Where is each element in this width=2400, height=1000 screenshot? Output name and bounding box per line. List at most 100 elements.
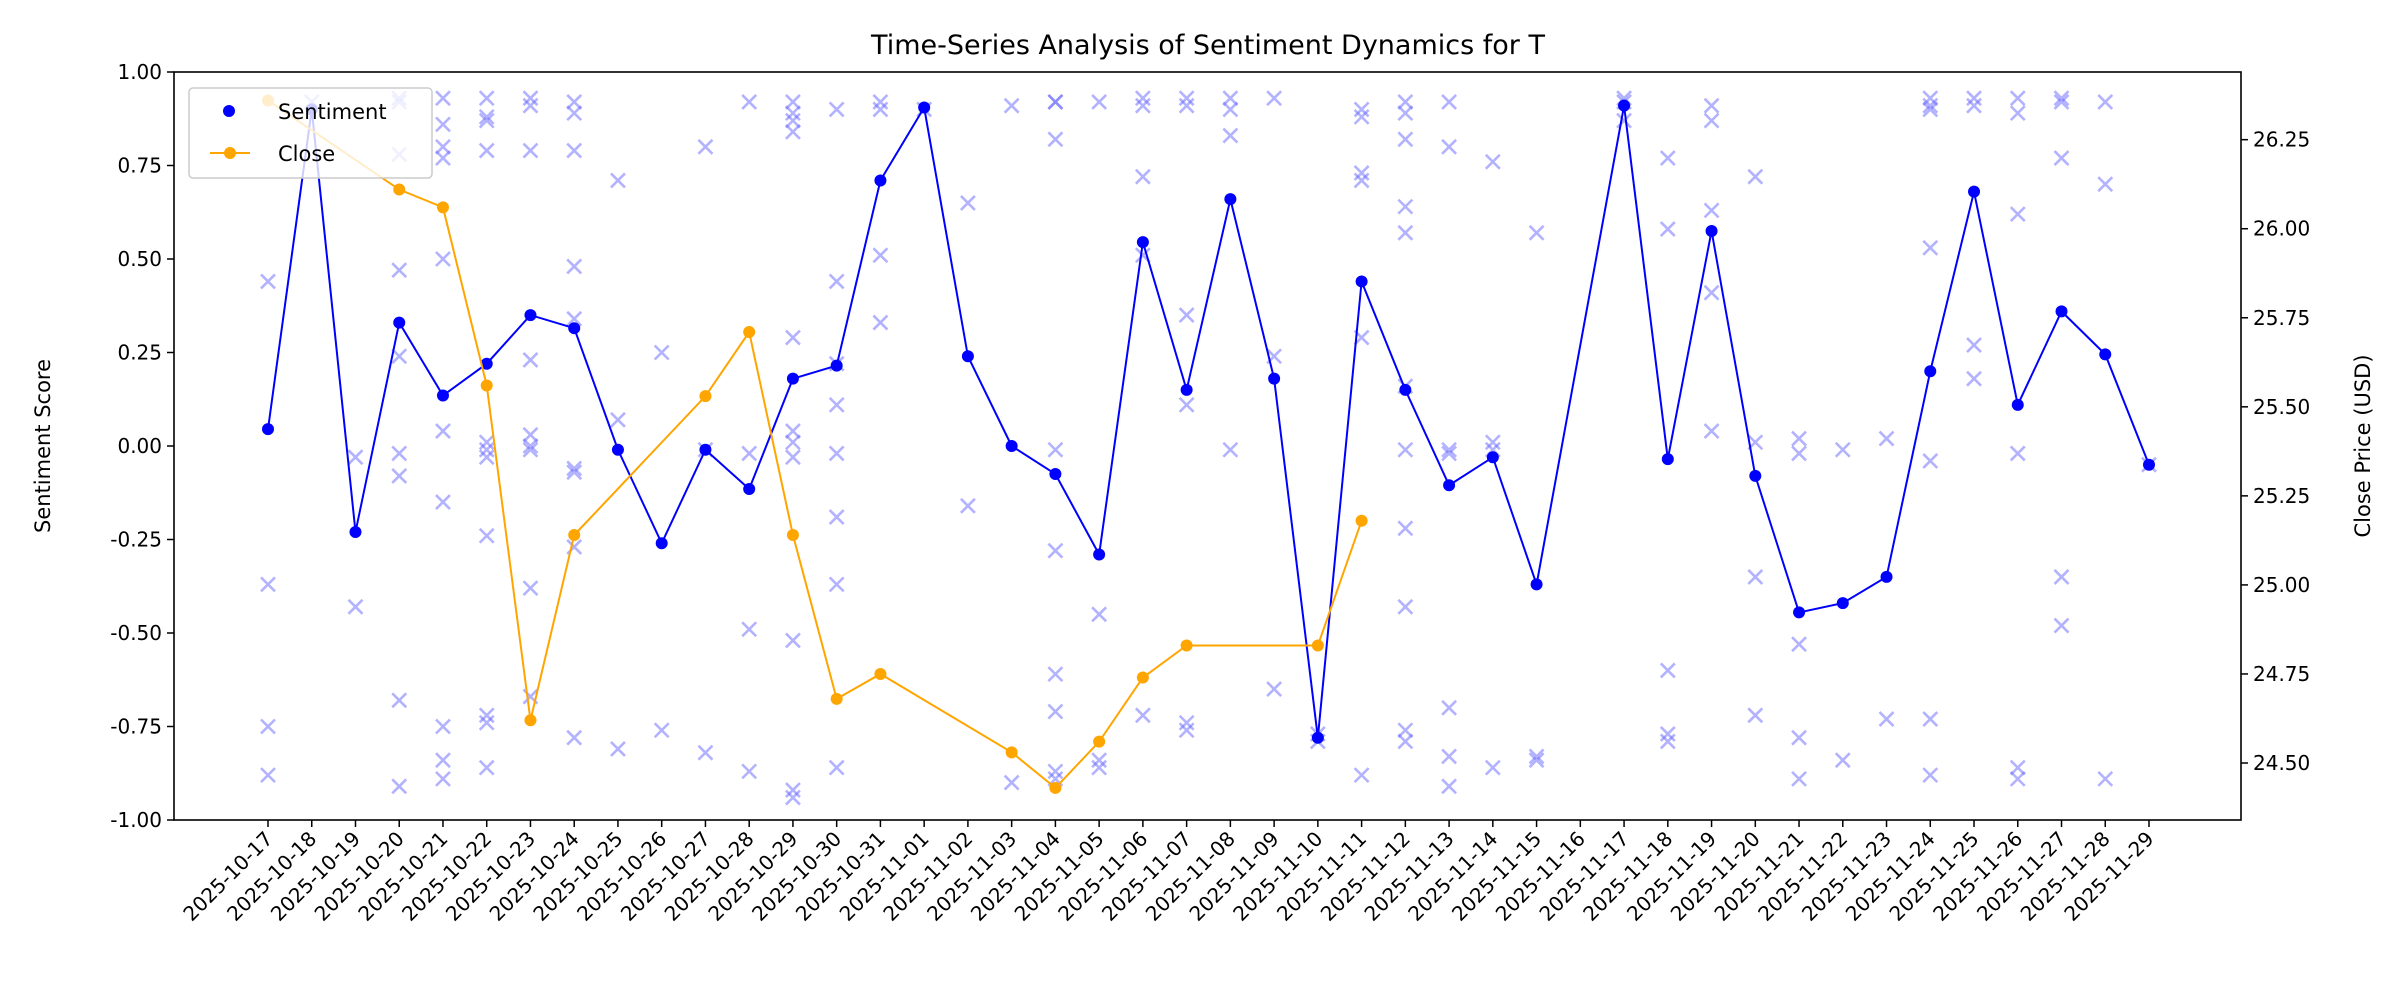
scatter-x-marker: [828, 396, 845, 413]
y2-tick-label: 26.25: [2253, 128, 2310, 152]
sentiment-point: [1355, 275, 1368, 288]
sentiment-point: [1618, 99, 1631, 112]
sentiment-point: [1093, 548, 1106, 561]
scatter-x-marker: [1091, 759, 1108, 776]
sentiment-point: [2011, 398, 2024, 411]
scatter-x-marker: [1922, 101, 1939, 118]
scatter-x-marker: [1878, 711, 1895, 727]
legend-close-label: Close: [278, 142, 335, 166]
scatter-x-marker: [1353, 172, 1370, 189]
scatter-x-marker: [2009, 445, 2026, 462]
sentiment-point: [918, 101, 931, 114]
scatter-x-marker: [435, 752, 451, 769]
scatter-x-marker: [1441, 94, 1458, 110]
y-axis-ticks: -1.00 -0.75 -0.50 -0.25 0.00 0.25 0.50 0.75 1.00: [110, 60, 174, 832]
sentiment-point: [2143, 458, 2155, 471]
scatter-x-marker: [1397, 105, 1414, 122]
scatter-x-marker: [1397, 131, 1414, 148]
scatter-x-marker: [1966, 97, 1982, 114]
scatter-x-marker: [610, 411, 626, 428]
scatter-x-marker: [1178, 396, 1195, 413]
sentiment-point: [699, 443, 712, 456]
scatter-x-marker: [347, 449, 364, 466]
scatter-x-marker: [522, 580, 539, 597]
scatter-x-marker: [2009, 90, 2026, 107]
scatter-x-marker: [1659, 662, 1676, 679]
scatter-x-marker: [566, 464, 583, 481]
scatter-x-marker: [1703, 202, 1720, 219]
scatter-x-marker: [1922, 453, 1939, 469]
sentiment-point: [1968, 185, 1981, 198]
sentiment-point: [1311, 731, 1324, 744]
scatter-x-marker: [260, 718, 276, 735]
close-point: [568, 529, 581, 542]
sentiment-point: [1924, 365, 1937, 378]
chart-title: Time-Series Analysis of Sentiment Dynami…: [870, 30, 1545, 61]
scatter-x-marker: [785, 782, 801, 798]
scatter-x-marker: [2053, 617, 2070, 634]
scatter-x-marker: [828, 509, 845, 525]
scatter-x-marker: [2009, 206, 2026, 223]
scatter-x-marker: [1441, 778, 1458, 795]
scatter-x-marker: [2097, 94, 2114, 110]
scatter-x-marker: [478, 441, 495, 458]
scatter-x-marker: [1703, 112, 1720, 129]
scatter-x-marker: [1178, 90, 1195, 107]
scatter-x-marker: [872, 101, 889, 118]
sentiment-point: [1880, 570, 1893, 583]
scatter-x-marker: [959, 497, 976, 514]
scatter-x-marker: [1397, 598, 1414, 615]
scatter-x-marker: [1222, 101, 1239, 118]
scatter-x-marker: [1441, 138, 1458, 155]
scatter-x-marker: [2097, 770, 2114, 787]
sentiment-point: [1836, 597, 1849, 610]
scatter-x-marker: [1047, 441, 1064, 458]
scatter-x-marker: [478, 714, 495, 731]
scatter-x-marker: [1047, 542, 1064, 559]
scatter-x-marker: [522, 426, 539, 443]
y-tick-label: -0.75: [110, 715, 162, 739]
scatter-x-marker: [1791, 729, 1807, 746]
scatter-x-marker: [1834, 441, 1851, 458]
scatter-x-marker: [522, 97, 539, 114]
close-point: [1049, 781, 1062, 794]
scatter-x-marker: [435, 90, 451, 107]
sentiment-point: [480, 357, 493, 370]
scatter-x-marker: [2053, 90, 2070, 107]
scatter-x-marker: [2009, 759, 2026, 776]
scatter-x-marker: [1047, 131, 1064, 148]
scatter-x-marker: [478, 449, 495, 466]
y2-tick-label: 25.50: [2253, 395, 2310, 419]
scatter-x-marker: [697, 138, 714, 155]
scatter-x-marker: [610, 741, 626, 757]
sentiment-point: [436, 389, 449, 402]
scatter-x-marker: [2009, 770, 2026, 787]
sentiment-point: [393, 316, 406, 329]
scatter-x-marker: [1397, 224, 1414, 241]
scatter-x-marker: [391, 468, 408, 484]
scatter-x-marker: [1134, 168, 1151, 185]
scatter-x-marker: [653, 344, 670, 361]
y-axis-label: Sentiment Score: [31, 359, 55, 533]
scatter-x-marker: [872, 94, 889, 110]
scatter-x-marker: [1091, 606, 1108, 623]
scatter-x-marker: [785, 789, 801, 806]
scatter-x-marker: [1397, 94, 1414, 110]
close-point: [699, 390, 712, 403]
scatter-x-marker: [1047, 703, 1064, 720]
sentiment-point: [1443, 479, 1456, 492]
y-tick-label: 0.25: [117, 341, 162, 365]
scatter-x-marker: [566, 94, 583, 110]
scatter-x-marker: [1178, 97, 1195, 114]
scatter-x-marker: [1353, 101, 1370, 118]
scatter-x-marker: [785, 434, 801, 451]
sentiment-point: [262, 423, 274, 436]
sentiment-point: [1180, 383, 1193, 396]
scatter-x-marker: [741, 621, 758, 638]
scatter-x-marker: [828, 576, 845, 593]
scatter-x-marker: [1222, 90, 1239, 107]
legend-close-marker: [224, 147, 236, 159]
scatter-x-marker: [1134, 97, 1151, 114]
sentiment-point: [349, 526, 362, 539]
scatter-x-marker: [391, 262, 408, 279]
